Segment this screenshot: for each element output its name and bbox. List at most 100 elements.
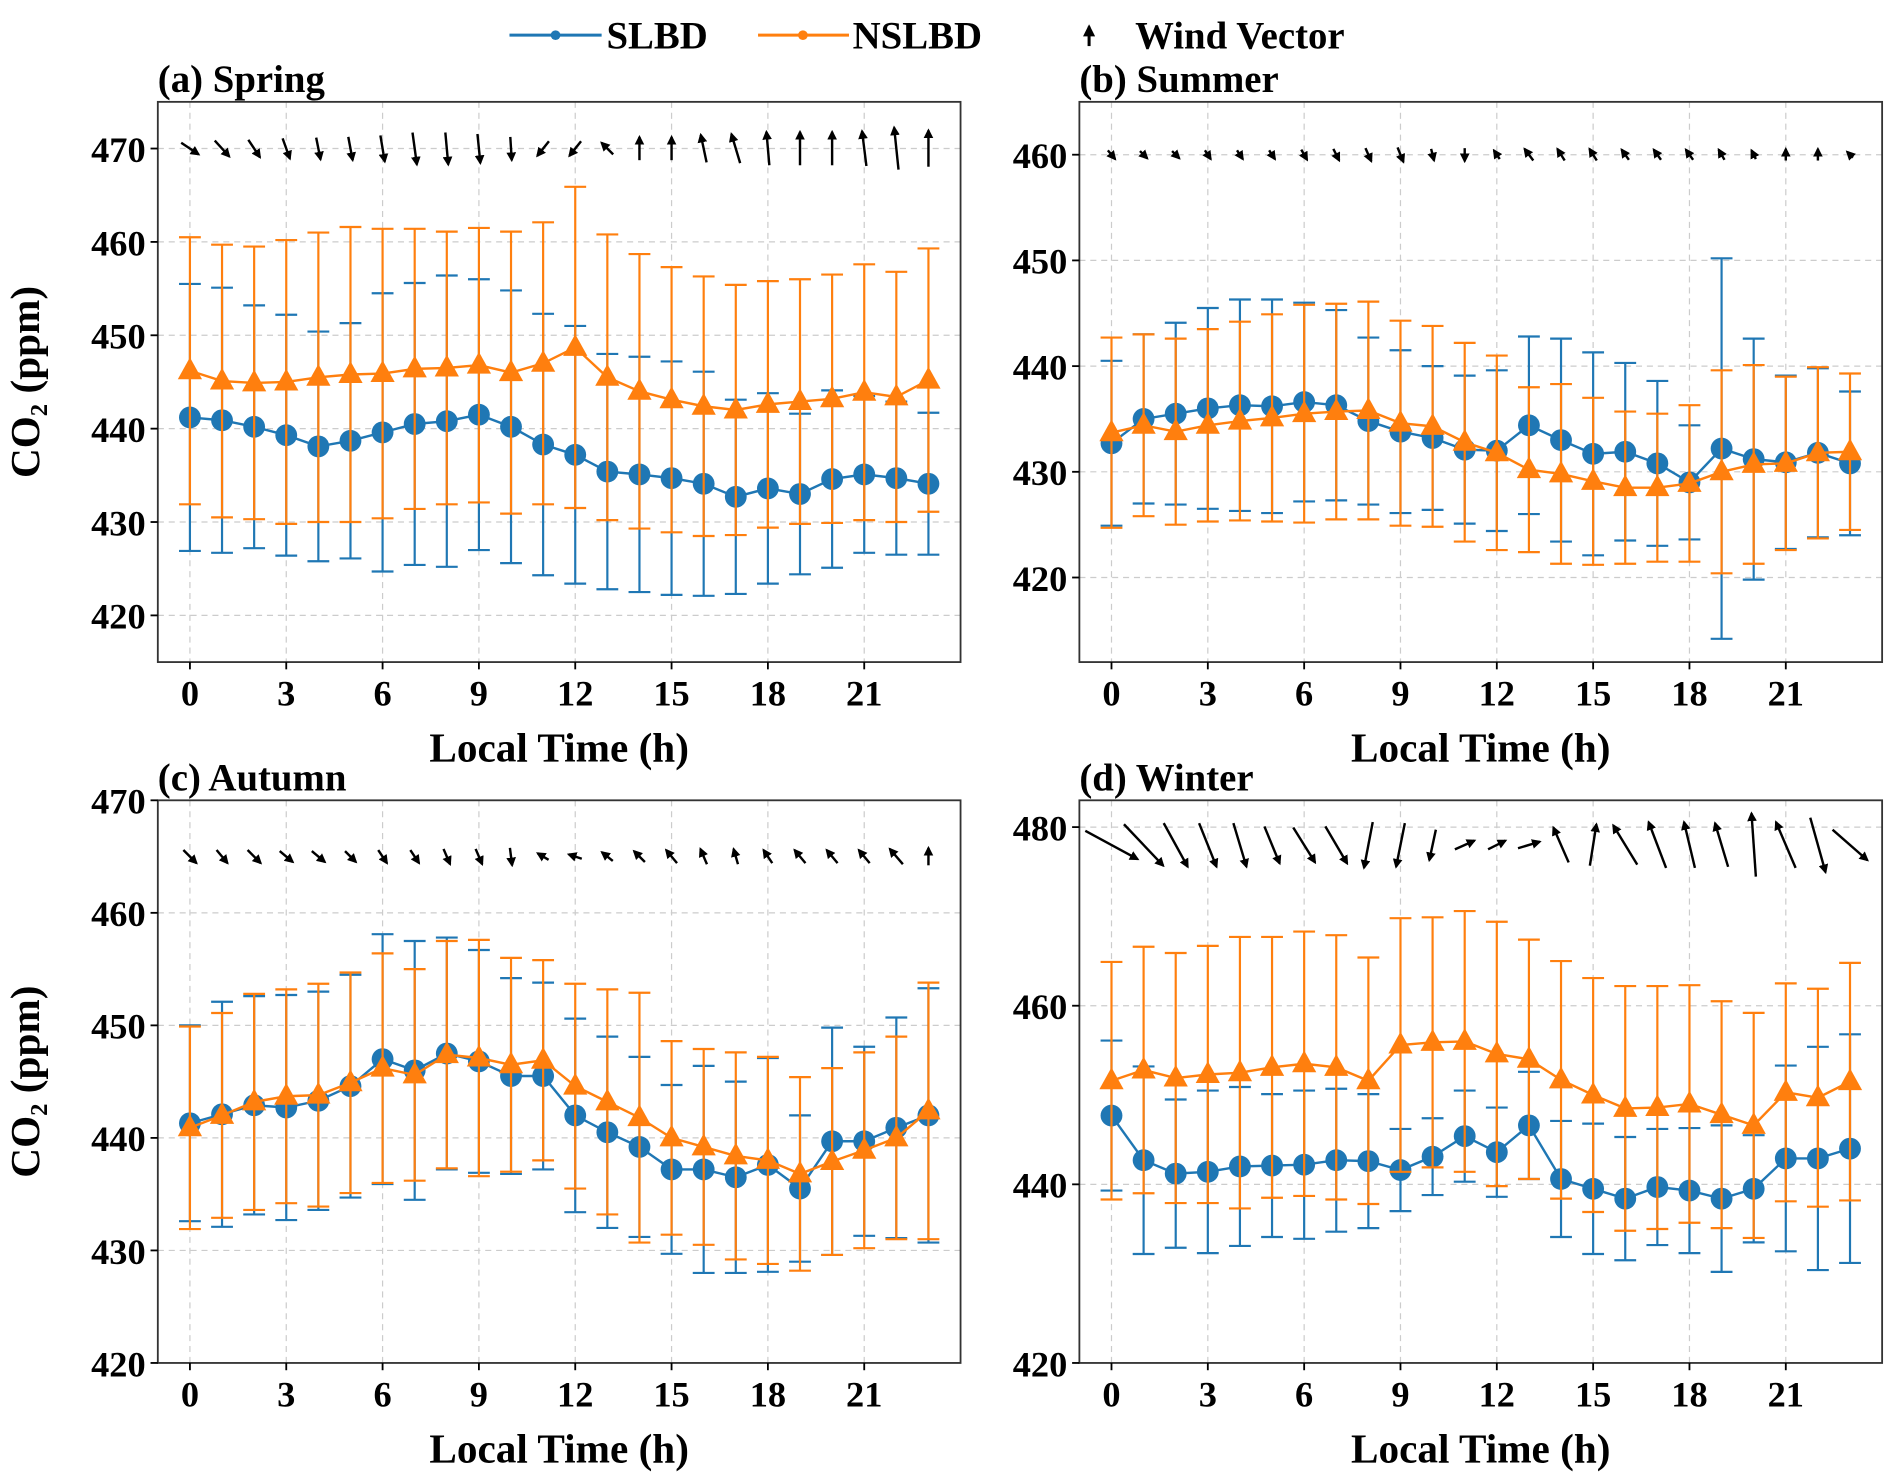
data-point bbox=[1805, 1084, 1831, 1107]
legend-slbd-marker bbox=[550, 30, 561, 41]
x-tick-label: 21 bbox=[846, 674, 882, 714]
x-tick-label: 3 bbox=[277, 674, 295, 714]
series-line bbox=[1111, 1040, 1851, 1127]
data-point bbox=[306, 363, 331, 386]
wind-arrow bbox=[1487, 839, 1508, 851]
data-point bbox=[723, 396, 748, 419]
data-point bbox=[466, 351, 492, 374]
series-line bbox=[189, 413, 929, 499]
data-point bbox=[691, 392, 716, 415]
wind-arrow bbox=[731, 847, 741, 865]
wind-vectors bbox=[182, 845, 934, 868]
data-point bbox=[434, 1041, 459, 1064]
y-tick-label: 460 bbox=[1013, 136, 1068, 176]
wind-arrow bbox=[247, 139, 262, 159]
x-tick-label: 15 bbox=[653, 674, 689, 714]
x-axis-label: Local Time (h) bbox=[429, 1425, 689, 1472]
x-tick-label: 15 bbox=[1575, 1375, 1611, 1415]
wind-arrow bbox=[890, 125, 900, 170]
wind-arrow bbox=[600, 141, 615, 156]
y-tick-label: 440 bbox=[1013, 1166, 1068, 1206]
y-tick-label: 450 bbox=[1013, 242, 1068, 282]
series-line bbox=[1110, 1114, 1851, 1200]
y-tick-label: 470 bbox=[91, 782, 146, 822]
x-tick-label: 6 bbox=[1295, 674, 1313, 714]
data-point bbox=[1259, 404, 1285, 427]
wind-vectors bbox=[1084, 811, 1869, 877]
y-axis-label: CO₂ (ppm) bbox=[2, 286, 49, 478]
wind-arrow bbox=[278, 850, 295, 864]
wind-arrow bbox=[377, 849, 389, 865]
wind-arrow bbox=[699, 847, 709, 865]
data-point bbox=[916, 1097, 941, 1120]
data-point bbox=[1163, 418, 1188, 441]
wind-arrow bbox=[632, 849, 646, 863]
series-nslbd bbox=[1099, 300, 1863, 575]
data-point bbox=[1741, 451, 1766, 473]
series-slbd bbox=[179, 274, 940, 597]
legend-nslbd-label: NSLBD bbox=[853, 15, 982, 58]
data-point bbox=[498, 1051, 524, 1074]
wind-arrow bbox=[314, 137, 324, 162]
data-point bbox=[1837, 1068, 1863, 1091]
data-point bbox=[177, 357, 203, 380]
x-tick-label: 12 bbox=[1479, 674, 1515, 714]
data-point bbox=[1709, 458, 1734, 481]
wind-arrow bbox=[1517, 839, 1542, 850]
data-point bbox=[1227, 1059, 1253, 1082]
data-point bbox=[402, 1061, 427, 1084]
wind-arrow bbox=[1523, 147, 1535, 162]
wind-arrow bbox=[1292, 826, 1317, 865]
panel-summer: 0 3 6 9 12 15 18 21 420 430 440 450 460 (b) Summer Loc… bbox=[1013, 58, 1884, 772]
wind-arrow bbox=[1774, 820, 1797, 869]
data-point bbox=[1452, 1028, 1477, 1050]
wind-arrow bbox=[857, 848, 871, 864]
wind-arrow bbox=[536, 852, 550, 862]
wind-arrow bbox=[762, 129, 772, 166]
wind-arrow bbox=[1084, 829, 1140, 861]
y-tick-label: 430 bbox=[91, 503, 146, 543]
x-tick-label: 18 bbox=[1671, 1375, 1707, 1415]
wind-arrow bbox=[182, 849, 198, 865]
data-point bbox=[1581, 1081, 1606, 1104]
wind-arrow bbox=[1831, 828, 1869, 862]
wind-arrow bbox=[474, 133, 485, 166]
x-tick-label: 21 bbox=[1768, 1375, 1804, 1415]
wind-arrow bbox=[1845, 150, 1857, 161]
data-point bbox=[242, 1088, 267, 1111]
data-point bbox=[370, 360, 395, 383]
wind-arrow bbox=[344, 850, 358, 864]
data-point bbox=[1324, 398, 1349, 421]
wind-arrow bbox=[1588, 822, 1600, 866]
wind-arrow bbox=[1652, 148, 1663, 161]
wind-arrow bbox=[1612, 823, 1639, 866]
data-point bbox=[274, 1082, 299, 1105]
wind-arrow bbox=[1324, 825, 1349, 866]
wind-arrow bbox=[506, 136, 517, 163]
wind-arrow bbox=[1681, 820, 1697, 869]
data-point bbox=[209, 367, 235, 390]
wind-arrow bbox=[1266, 149, 1277, 161]
data-point bbox=[209, 1102, 235, 1124]
data-point bbox=[242, 369, 267, 392]
x-tick-label: 6 bbox=[373, 1375, 391, 1415]
wind-arrow bbox=[1234, 149, 1244, 161]
x-tick-label: 12 bbox=[557, 674, 593, 714]
data-point bbox=[1195, 411, 1220, 434]
data-point bbox=[787, 388, 813, 411]
wind-arrow bbox=[1552, 825, 1570, 863]
data-point bbox=[1195, 1061, 1220, 1083]
x-tick-label: 6 bbox=[1295, 1375, 1313, 1415]
data-point bbox=[659, 386, 684, 409]
wind-arrow bbox=[1396, 146, 1406, 164]
wind-arrow bbox=[858, 129, 868, 167]
wind-arrow bbox=[825, 848, 839, 864]
data-point bbox=[1324, 1054, 1349, 1076]
data-point bbox=[563, 1072, 588, 1095]
y-tick-label: 420 bbox=[91, 597, 146, 637]
wind-arrow bbox=[1298, 149, 1309, 162]
data-point bbox=[916, 366, 941, 389]
data-point bbox=[1131, 411, 1156, 434]
series-line bbox=[189, 1053, 930, 1176]
data-point bbox=[819, 1148, 845, 1171]
